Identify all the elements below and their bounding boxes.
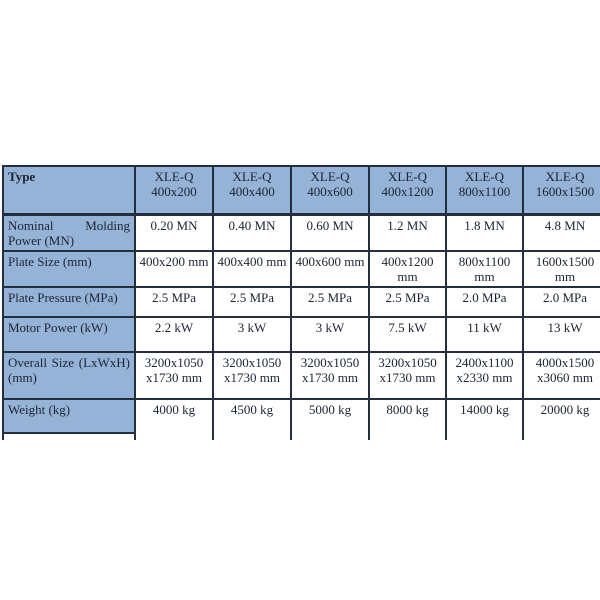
column-header-800x1100: XLE-Q 800x1100 <box>445 165 524 216</box>
column-header-type: Type <box>2 165 136 216</box>
row-motor-power: Motor Power (kW) 2.2 kW 3 kW 3 kW 7.5 kW… <box>2 315 600 353</box>
table-cell: 0.60 MN <box>290 213 370 252</box>
table-cell: 0.40 MN <box>212 213 292 252</box>
header-row: Type XLE-Q 400x200 XLE-Q 400x400 XLE-Q 4… <box>2 165 600 216</box>
table-cell: 2.5 MPa <box>134 285 214 318</box>
table-cell: 4000 kg <box>134 397 214 440</box>
row-label: Motor Power (kW) <box>2 315 136 353</box>
table-cell: 3200x1050 x1730 mm <box>368 350 447 400</box>
table-cell: 4000x1500 x3060 mm <box>522 350 600 400</box>
table-cell: 2.0 MPa <box>522 285 600 318</box>
table-cell: 2.2 kW <box>134 315 214 353</box>
column-header-400x200: XLE-Q 400x200 <box>134 165 214 216</box>
table-cell: 3200x1050 x1730 mm <box>212 350 292 400</box>
row-nominal-molding-power: Nominal Molding Power (MN) 0.20 MN 0.40 … <box>2 213 600 252</box>
column-header-400x400: XLE-Q 400x400 <box>212 165 292 216</box>
row-plate-size: Plate Size (mm) 400x200 mm 400x400 mm 40… <box>2 249 600 288</box>
table-cell: 1.8 MN <box>445 213 524 252</box>
table-cell: 2.0 MPa <box>445 285 524 318</box>
table-cell: 3200x1050 x1730 mm <box>290 350 370 400</box>
table-cell: 3 kW <box>290 315 370 353</box>
spec-table: Type XLE-Q 400x200 XLE-Q 400x400 XLE-Q 4… <box>2 165 600 440</box>
table-cell: 0.20 MN <box>134 213 214 252</box>
table-cell: 1.2 MN <box>368 213 447 252</box>
table-cell: 2.5 MPa <box>212 285 292 318</box>
table-cell: 11 kW <box>445 315 524 353</box>
table-cell: 400x600 mm <box>290 249 370 288</box>
table-cell: 13 kW <box>522 315 600 353</box>
row-label: Overall Size (LxWxH) (mm) <box>2 350 136 400</box>
row-label: Plate Pressure (MPa) <box>2 285 136 318</box>
column-header-400x600: XLE-Q 400x600 <box>290 165 370 216</box>
table-cell: 14000 kg <box>445 397 524 440</box>
row-label: Weight (kg) <box>2 397 136 440</box>
row-overall-size: Overall Size (LxWxH) (mm) 3200x1050 x173… <box>2 350 600 400</box>
column-header-1600x1500: XLE-Q 1600x1500 <box>522 165 600 216</box>
table-cell: 8000 kg <box>368 397 447 440</box>
table-cell: 7.5 kW <box>368 315 447 353</box>
table-cell: 400x200 mm <box>134 249 214 288</box>
row-label: Nominal Molding Power (MN) <box>2 213 136 252</box>
column-header-400x1200: XLE-Q 400x1200 <box>368 165 447 216</box>
table-cell: 3 kW <box>212 315 292 353</box>
row-label: Plate Size (mm) <box>2 249 136 288</box>
table-cell: 2400x1100 x2330 mm <box>445 350 524 400</box>
table-cell: 2.5 MPa <box>290 285 370 318</box>
row-weight: Weight (kg) 4000 kg 4500 kg 5000 kg 8000… <box>2 397 600 440</box>
table-cell: 4500 kg <box>212 397 292 440</box>
table-cell: 400x1200 mm <box>368 249 447 288</box>
table-cell: 20000 kg <box>522 397 600 440</box>
row-plate-pressure: Plate Pressure (MPa) 2.5 MPa 2.5 MPa 2.5… <box>2 285 600 318</box>
table-cell: 2.5 MPa <box>368 285 447 318</box>
table-cell: 1600x1500 mm <box>522 249 600 288</box>
table-cell: 4.8 MN <box>522 213 600 252</box>
table-cell: 800x1100 mm <box>445 249 524 288</box>
table-cell: 3200x1050 x1730 mm <box>134 350 214 400</box>
table-cell: 400x400 mm <box>212 249 292 288</box>
table-cell: 5000 kg <box>290 397 370 440</box>
